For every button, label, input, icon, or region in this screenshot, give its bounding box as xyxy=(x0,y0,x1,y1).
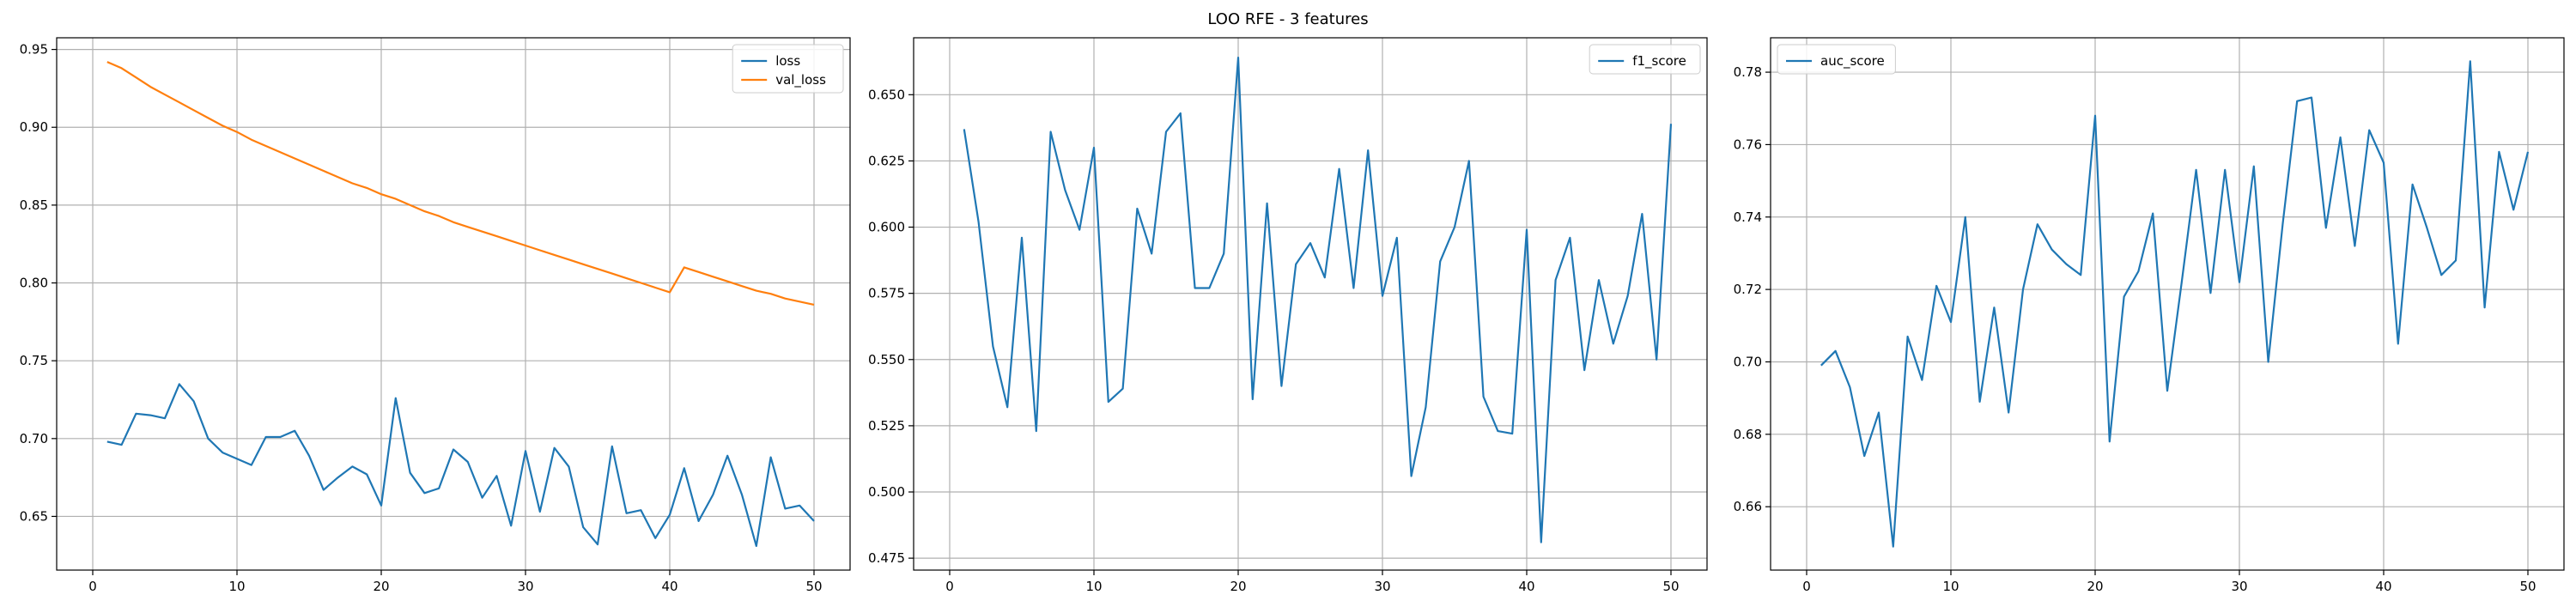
axes-frame xyxy=(913,37,1708,571)
y-tick-label: 0.650 xyxy=(868,87,905,102)
x-tick-label: 10 xyxy=(1942,579,1959,594)
y-tick-label: 0.68 xyxy=(1734,427,1762,442)
y-tick-label: 0.70 xyxy=(20,431,48,446)
y-tick-label: 0.78 xyxy=(1734,64,1762,80)
x-tick-label: 40 xyxy=(2375,579,2391,594)
figure-title: LOO RFE - 3 features xyxy=(1207,10,1368,28)
series-line-loss xyxy=(106,383,815,548)
y-tick-label: 0.70 xyxy=(1734,354,1762,369)
legend-label-auc_score: auc_score xyxy=(1820,53,1885,70)
y-tick-label: 0.85 xyxy=(20,197,48,213)
y-tick-label: 0.65 xyxy=(20,508,48,524)
x-tick-label: 40 xyxy=(1518,579,1534,594)
x-tick-label: 40 xyxy=(661,579,677,594)
x-axis: 0 10 20 30 40 50 xyxy=(88,570,823,594)
legend: auc_score xyxy=(1777,44,1896,75)
y-axis: 0.65 0.70 0.75 0.80 0.85 0.90 0.95 xyxy=(20,42,57,524)
y-tick-label: 0.525 xyxy=(868,418,905,434)
axes-frame xyxy=(56,37,851,571)
x-tick-label: 10 xyxy=(228,579,245,594)
x-tick-label: 50 xyxy=(2519,579,2536,594)
legend-label-loss: loss xyxy=(775,53,800,69)
x-axis: 0 10 20 30 40 50 xyxy=(945,570,1680,594)
series-line-auc_score xyxy=(1820,60,2530,548)
y-tick-label: 0.475 xyxy=(868,550,905,566)
y-axis: 0.66 0.68 0.70 0.72 0.74 0.76 0.78 xyxy=(1734,64,1771,514)
x-tick-label: 20 xyxy=(373,579,389,594)
y-tick-label: 0.500 xyxy=(868,484,905,500)
x-tick-label: 0 xyxy=(88,579,97,594)
y-tick-label: 0.625 xyxy=(868,153,905,168)
series-line-val_loss xyxy=(106,61,815,306)
y-tick-label: 0.95 xyxy=(20,42,48,58)
auc-score-chart: 0 10 20 30 40 50 0.66 0.68 0.70 0.72 0.74 0.76 0.78 a… xyxy=(1734,37,2565,594)
x-tick-label: 20 xyxy=(2087,579,2103,594)
y-tick-label: 0.80 xyxy=(20,276,48,291)
f1-score-chart: 0 10 20 30 40 50 0.475 0.500 0.525 0.550 0.575 0.60… xyxy=(868,37,1708,594)
y-axis: 0.475 0.500 0.525 0.550 0.575 0.600 0.625 0.650 xyxy=(868,87,914,566)
y-tick-label: 0.550 xyxy=(868,352,905,367)
y-tick-label: 0.75 xyxy=(20,353,48,368)
x-tick-label: 20 xyxy=(1230,579,1246,594)
legend-box xyxy=(1589,44,1701,75)
grid xyxy=(914,38,1707,570)
loss-chart: 0 10 20 30 40 50 0.65 0.70 0.75 0.80 0.85 0.90 0.95 l… xyxy=(20,37,851,594)
legend-label-f1_score: f1_score xyxy=(1632,53,1686,70)
legend-label-val_loss: val_loss xyxy=(775,72,826,88)
x-tick-label: 50 xyxy=(805,579,822,594)
y-tick-label: 0.575 xyxy=(868,286,905,301)
x-tick-label: 0 xyxy=(945,579,954,594)
legend: f1_score xyxy=(1589,44,1701,75)
legend-box xyxy=(1777,44,1896,75)
legend: loss val_loss xyxy=(732,44,844,94)
x-axis: 0 10 20 30 40 50 xyxy=(1802,570,2537,594)
x-tick-label: 0 xyxy=(1802,579,1811,594)
y-tick-label: 0.74 xyxy=(1734,209,1762,225)
y-tick-label: 0.600 xyxy=(868,220,905,235)
series-line-f1_score xyxy=(963,56,1673,543)
y-tick-label: 0.90 xyxy=(20,119,48,135)
axes-frame xyxy=(1770,37,2565,571)
y-tick-label: 0.76 xyxy=(1734,137,1762,152)
x-tick-label: 50 xyxy=(1662,579,1679,594)
grid xyxy=(1771,38,2564,570)
x-tick-label: 10 xyxy=(1085,579,1102,594)
y-tick-label: 0.72 xyxy=(1734,282,1762,297)
y-tick-label: 0.66 xyxy=(1734,499,1762,514)
x-tick-label: 30 xyxy=(1374,579,1390,594)
x-tick-label: 30 xyxy=(517,579,533,594)
x-tick-label: 30 xyxy=(2231,579,2247,594)
